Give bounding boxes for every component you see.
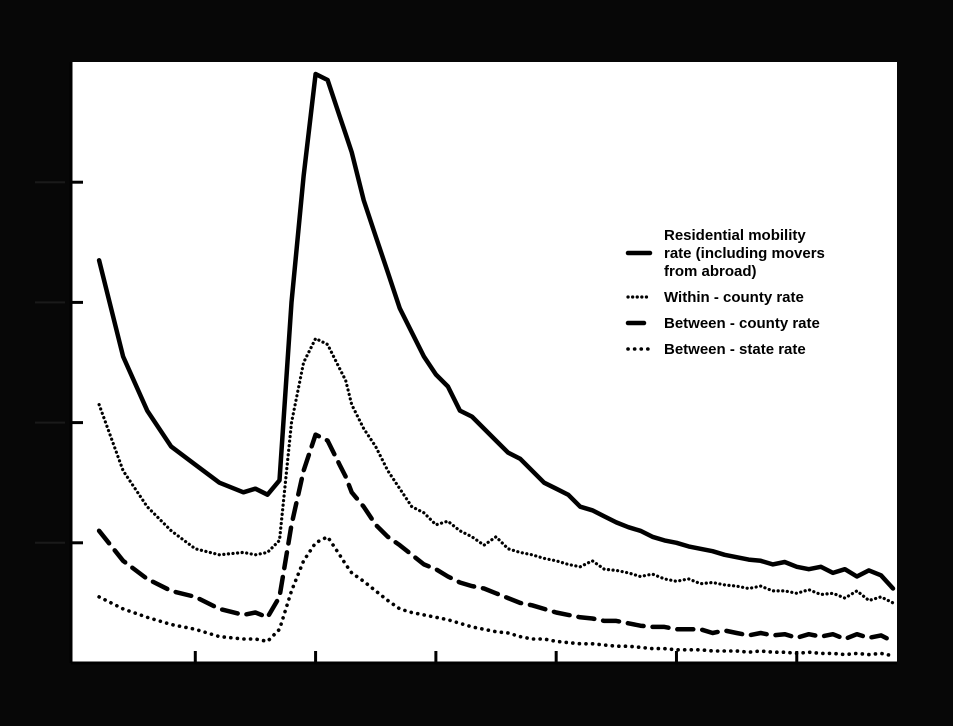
- series-line-1: [96, 71, 896, 591]
- legend-item-4: Between - state rate: [626, 341, 806, 358]
- series-line-2: [97, 336, 895, 605]
- axes-layer: [35, 62, 897, 665]
- legend-label: Within - county rate: [664, 289, 804, 306]
- legend-label: Between - state rate: [664, 341, 806, 358]
- legend-item-2: Within - county rate: [626, 289, 804, 306]
- legend-label: Between - county rate: [664, 315, 820, 332]
- series-line-4: [97, 534, 895, 658]
- legend-label: rate (including movers: [664, 245, 825, 262]
- series-layer: [96, 71, 896, 658]
- legend-label: from abroad): [664, 263, 757, 280]
- legend-item-3: Between - county rate: [625, 315, 820, 332]
- plot-area: [71, 62, 897, 663]
- series-line-3: [96, 432, 896, 644]
- legend-label: Residential mobility: [664, 227, 806, 244]
